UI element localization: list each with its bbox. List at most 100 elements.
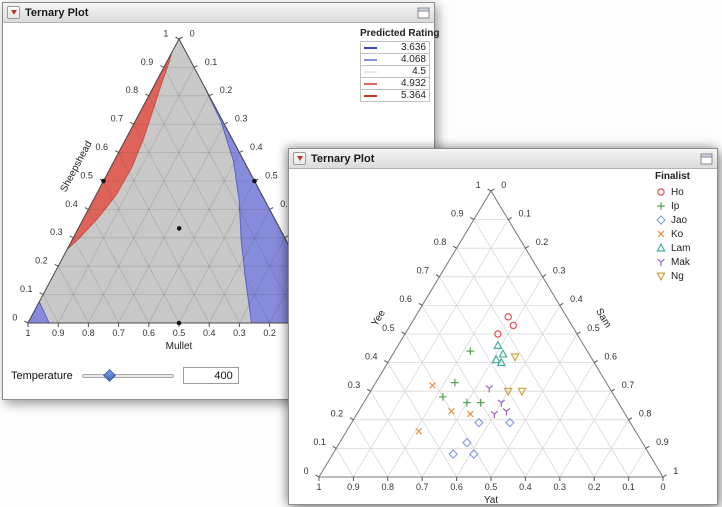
titlebar[interactable]: Ternary Plot xyxy=(3,3,434,23)
tick-label-bottom: 0.2 xyxy=(263,328,276,338)
tick-label-left: 1 xyxy=(163,28,168,38)
window-options-icon[interactable] xyxy=(700,153,713,165)
marker-ng[interactable] xyxy=(503,387,513,397)
contour-legend-rows: 3.636 4.068 4.5 4.932 5.364 xyxy=(360,41,430,102)
axis-title-bottom: Yat xyxy=(484,495,498,506)
temperature-control: Temperature 400 xyxy=(11,367,239,384)
tick-label-bottom: 0.9 xyxy=(52,328,65,338)
legend-marker-glyph[interactable] xyxy=(656,272,666,282)
design-point[interactable] xyxy=(252,178,257,184)
marker-ho[interactable] xyxy=(494,330,502,338)
tick-label-right: 0.1 xyxy=(205,57,218,67)
slider-thumb[interactable] xyxy=(103,369,117,382)
tick-label-bottom: 0.7 xyxy=(416,482,429,492)
ternary-scatter-plot[interactable]: 0 0 0 0.1 0.1 0.1 0.2 0.2 0.2 0.3 0.3 0.3 0.4 0.4 0.4 0… xyxy=(289,169,719,506)
temperature-slider[interactable] xyxy=(81,369,174,383)
window-options-icon[interactable] xyxy=(417,7,430,19)
marker-ip[interactable] xyxy=(476,398,485,407)
y-marker-icon xyxy=(657,258,665,267)
tick-label-left: 0.5 xyxy=(80,170,93,180)
marker-ko[interactable] xyxy=(467,410,474,418)
marker-jao[interactable] xyxy=(468,449,479,459)
marker-jao[interactable] xyxy=(505,417,515,428)
diamond-marker-icon xyxy=(656,215,666,225)
tick-label-right: 0.6 xyxy=(280,199,293,209)
legend-item-lam[interactable]: Lam xyxy=(655,241,701,255)
temperature-input[interactable]: 400 xyxy=(182,367,239,384)
marker-ho[interactable] xyxy=(509,321,518,330)
marker-ko[interactable] xyxy=(429,382,436,389)
contour-level-value: 4.068 xyxy=(400,54,426,65)
design-point[interactable] xyxy=(176,226,182,231)
slider-track[interactable] xyxy=(81,373,174,378)
tick-label-left: 0.5 xyxy=(382,323,395,333)
legend-item-jao[interactable]: Jao xyxy=(655,213,701,227)
contour-level-line-swatch xyxy=(364,94,377,97)
legend-label: Lam xyxy=(671,242,691,254)
tick-label-left: 0.3 xyxy=(50,227,63,237)
tick-label-left: 0.6 xyxy=(399,294,412,304)
tick-label-left: 0.9 xyxy=(141,57,154,67)
marker-lam[interactable] xyxy=(491,354,501,364)
tick-label-bottom: 1 xyxy=(316,482,321,492)
triangle-glyph xyxy=(10,10,17,15)
marker-mak[interactable] xyxy=(490,410,499,419)
window-title: Ternary Plot xyxy=(311,152,375,165)
tick-label-right: 0.8 xyxy=(639,409,652,419)
window-ternary-scatter: Ternary Plot 0 0 0 0.1 0.1 0.1 0.2 0.2 0.2 0.3 0.3… xyxy=(288,148,719,506)
legend-marker-glyph[interactable] xyxy=(657,202,665,210)
marker-lam[interactable] xyxy=(498,348,508,358)
marker-jao[interactable] xyxy=(474,417,484,428)
legend-item-ko[interactable]: Ko xyxy=(655,227,701,241)
contour-level-line-swatch xyxy=(364,70,377,73)
marker-ng[interactable] xyxy=(517,387,527,397)
tick-label-right: 0.4 xyxy=(570,294,583,304)
legend-marker-glyph[interactable] xyxy=(657,188,665,196)
tick-label-right: 0.6 xyxy=(605,351,618,361)
marker-mak[interactable] xyxy=(497,399,506,407)
finalist-legend: Finalist Ho Ip Jao Ko Lam Mak Ng xyxy=(655,171,701,283)
marker-ho[interactable] xyxy=(504,313,512,321)
tick-label-bottom: 0.4 xyxy=(519,482,532,492)
contour-level-value: 4.932 xyxy=(400,78,426,89)
marker-jao[interactable] xyxy=(448,449,459,459)
red-triangle-disclosure-icon[interactable] xyxy=(293,152,306,165)
contour-level-line-swatch xyxy=(364,46,377,49)
design-point[interactable] xyxy=(101,178,106,184)
marker-ip[interactable] xyxy=(439,393,447,401)
marker-mak[interactable] xyxy=(502,408,511,416)
legend-item-ng[interactable]: Ng xyxy=(655,269,701,283)
legend-item-mak[interactable]: Mak xyxy=(655,255,701,269)
contour-legend-item[interactable]: 5.364 xyxy=(360,89,430,102)
marker-ip[interactable] xyxy=(466,347,475,355)
contour-level-value: 4.5 xyxy=(412,66,426,77)
marker-lam[interactable] xyxy=(496,357,506,367)
marker-mak[interactable] xyxy=(485,385,494,393)
marker-ko[interactable] xyxy=(415,427,423,435)
marker-ng[interactable] xyxy=(510,353,520,363)
marker-ip[interactable] xyxy=(463,398,471,407)
legend-item-ho[interactable]: Ho xyxy=(655,185,701,199)
triangle-glyph xyxy=(296,156,303,161)
tick-label-left: 1 xyxy=(476,180,481,190)
legend-marker-glyph[interactable] xyxy=(657,258,665,267)
legend-marker-glyph[interactable] xyxy=(656,215,666,225)
tick-label-left: 0.9 xyxy=(451,208,464,218)
marker-ip[interactable] xyxy=(451,378,459,387)
marker-lam[interactable] xyxy=(493,340,503,349)
tick-label-left: 0.3 xyxy=(348,380,361,390)
legend-item-ip[interactable]: Ip xyxy=(655,199,701,213)
tick-label-left: 0.7 xyxy=(417,266,430,276)
design-point[interactable] xyxy=(176,320,182,326)
legend-title: Predicted Rating xyxy=(360,28,440,39)
red-triangle-disclosure-icon[interactable] xyxy=(7,6,20,19)
legend-marker-glyph[interactable] xyxy=(657,230,665,238)
tick-label-right: 0.4 xyxy=(250,142,263,152)
titlebar[interactable]: Ternary Plot xyxy=(289,149,717,169)
tick-label-bottom: 0 xyxy=(660,482,665,492)
marker-jao[interactable] xyxy=(462,437,472,448)
marker-ko[interactable] xyxy=(448,407,455,415)
x-marker-icon xyxy=(657,230,665,238)
legend-marker-glyph[interactable] xyxy=(656,242,666,252)
tick-label-right: 1 xyxy=(673,466,678,476)
